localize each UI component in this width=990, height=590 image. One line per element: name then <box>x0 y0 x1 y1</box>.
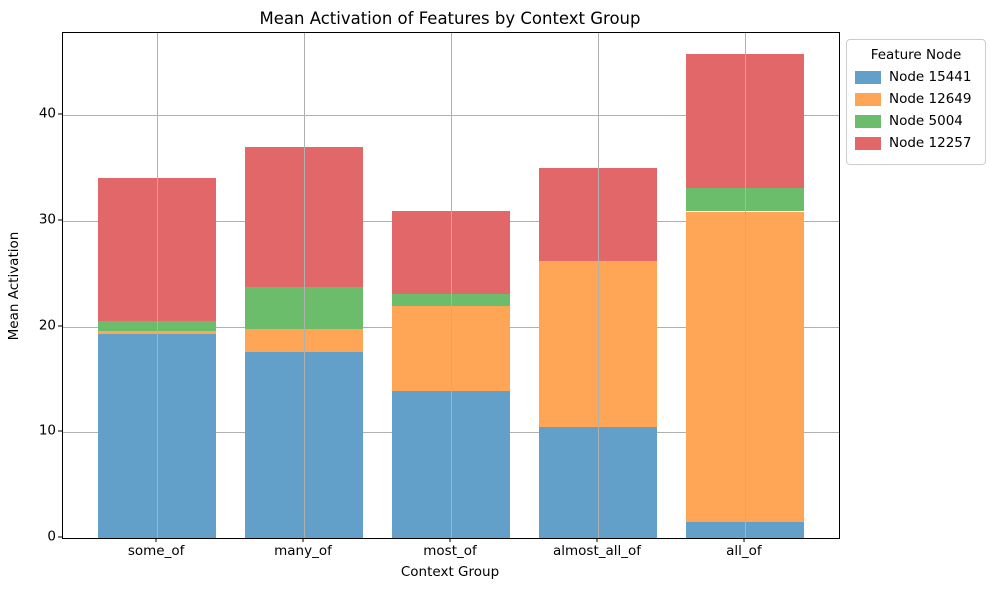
y-tick-mark <box>58 325 62 327</box>
bar-segment <box>245 352 363 538</box>
y-tick-mark <box>58 536 62 538</box>
bar-segment <box>392 210 510 294</box>
y-tick-label: 20 <box>38 316 56 333</box>
y-tick-label: 0 <box>47 528 56 545</box>
y-tick-mark <box>58 219 62 221</box>
legend-title: Feature Node <box>870 47 962 63</box>
bar-segment <box>392 294 510 306</box>
chart-title: Mean Activation of Features by Context G… <box>259 9 641 28</box>
legend-entry-label: Node 12257 <box>889 135 972 151</box>
x-tick-mark <box>743 538 745 542</box>
legend-swatch <box>855 114 881 128</box>
x-gridline <box>598 33 599 538</box>
x-tick-label: many_of <box>274 543 332 559</box>
x-tick-mark <box>302 538 304 542</box>
legend-entry: Node 12649 <box>855 91 977 107</box>
legend-swatch <box>855 92 881 106</box>
legend-entry-label: Node 5004 <box>889 113 963 129</box>
x-gridline <box>744 33 746 538</box>
legend-entry-label: Node 15441 <box>889 69 972 85</box>
y-tick-label: 40 <box>38 105 56 122</box>
legend-swatch <box>855 136 881 150</box>
legend-entry: Node 12257 <box>855 135 977 151</box>
legend: Feature Node Node 15441 Node 12649 Node 50… <box>846 39 986 165</box>
legend-entry: Node 15441 <box>855 69 977 85</box>
legend-swatch <box>855 70 881 84</box>
x-gridline <box>157 33 159 538</box>
y-tick-label: 30 <box>38 211 56 228</box>
bar-segment <box>539 427 657 538</box>
plot-area <box>62 32 840 539</box>
legend-entry: Node 5004 <box>855 113 977 129</box>
bar-segment <box>245 147 363 287</box>
x-gridline <box>304 33 305 538</box>
bar-segment <box>539 168 657 262</box>
x-tick-label: most_of <box>423 543 477 559</box>
legend-entry-label: Node 12649 <box>889 91 972 107</box>
bar-segment <box>245 328 363 352</box>
bar-segment <box>392 305 510 392</box>
bar-segment <box>245 286 363 329</box>
x-axis-label: Context Group <box>400 564 500 580</box>
x-tick-mark <box>155 538 157 542</box>
x-tick-label: all_of <box>726 543 762 559</box>
legend-entries: Node 15441 Node 12649 Node 5004 Node 12257 <box>855 69 977 151</box>
x-tick-mark <box>449 538 451 542</box>
x-tick-label: almost_all_of <box>552 543 642 559</box>
x-tick-mark <box>596 538 598 542</box>
y-tick-label: 10 <box>38 422 56 439</box>
bar-segment <box>539 261 657 428</box>
x-tick-label: some_of <box>127 543 185 559</box>
y-tick-mark <box>58 430 62 432</box>
y-tick-mark <box>58 113 62 115</box>
bar-segment <box>392 391 510 538</box>
x-gridline <box>451 33 452 538</box>
